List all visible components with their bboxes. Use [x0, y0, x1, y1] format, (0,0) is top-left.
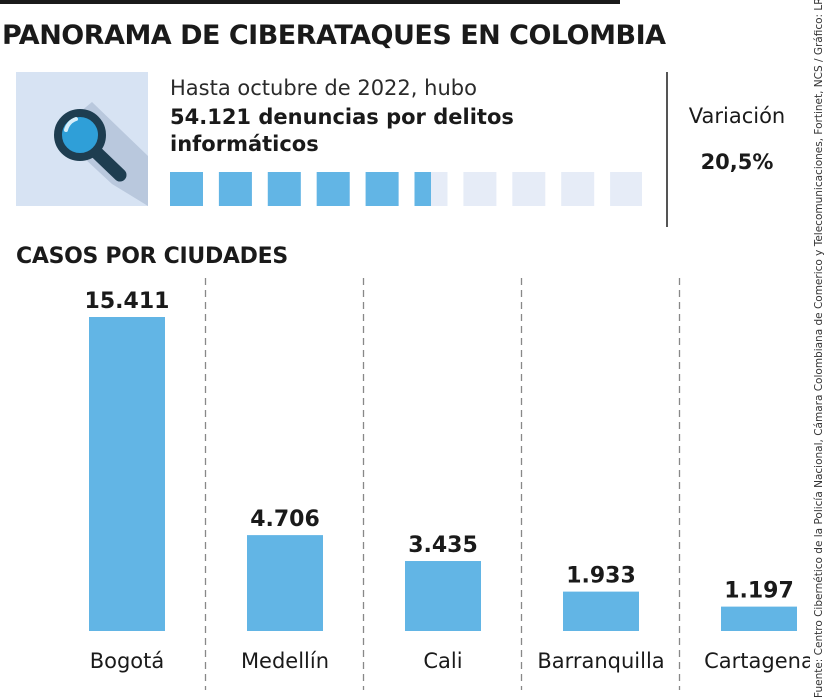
bar: [563, 591, 639, 631]
bar-chart: 15.411 Bogotá 4.706 Medellín 3.435 Cali 1.933 B…: [85, 278, 810, 690]
bar-value-label: 4.706: [250, 507, 320, 532]
bar-value-label: 15.411: [85, 289, 170, 314]
top-rule: [0, 0, 620, 4]
progress-square: [610, 172, 642, 206]
category-label: Bogotá: [90, 649, 165, 673]
page-title: PANORAMA DE CIBERATAQUES EN COLOMBIA: [2, 20, 666, 51]
bar-value-label: 3.435: [408, 533, 478, 558]
bar-value-label: 1.933: [566, 564, 636, 589]
summary-intro: Hasta octubre de 2022, hubo: [170, 76, 477, 100]
progress-square-fill: [316, 172, 350, 206]
progress-square: [463, 172, 497, 206]
progress-square: [561, 172, 595, 206]
category-label: Cartagena: [704, 649, 810, 673]
source-note: Fuente: Centro Cibernético de la Policía…: [813, 0, 825, 698]
category-label: Medellín: [241, 649, 329, 673]
summary-headline: 54.121 denuncias por delitos informático…: [170, 105, 514, 156]
bar-value-label: 1.197: [724, 579, 794, 604]
vertical-divider: [666, 72, 668, 227]
variation-value: 20,5%: [700, 150, 774, 174]
bar: [89, 317, 165, 631]
progress-square-fill: [218, 172, 252, 206]
bar: [247, 535, 323, 631]
progress-square-fill: [170, 172, 203, 206]
chart-title: CASOS POR CIUDADES: [16, 244, 288, 269]
progress-square: [512, 172, 546, 206]
progress-square-fill: [267, 172, 301, 206]
progress-squares: [170, 172, 642, 206]
progress-square-fill: [365, 172, 399, 206]
bar: [721, 606, 797, 631]
variation-label: Variación: [688, 104, 786, 128]
bar: [405, 561, 481, 631]
magnifier-icon: [16, 72, 148, 206]
progress-square-fill: [414, 172, 431, 206]
category-label: Cali: [423, 649, 462, 673]
category-label: Barranquilla: [537, 649, 664, 673]
